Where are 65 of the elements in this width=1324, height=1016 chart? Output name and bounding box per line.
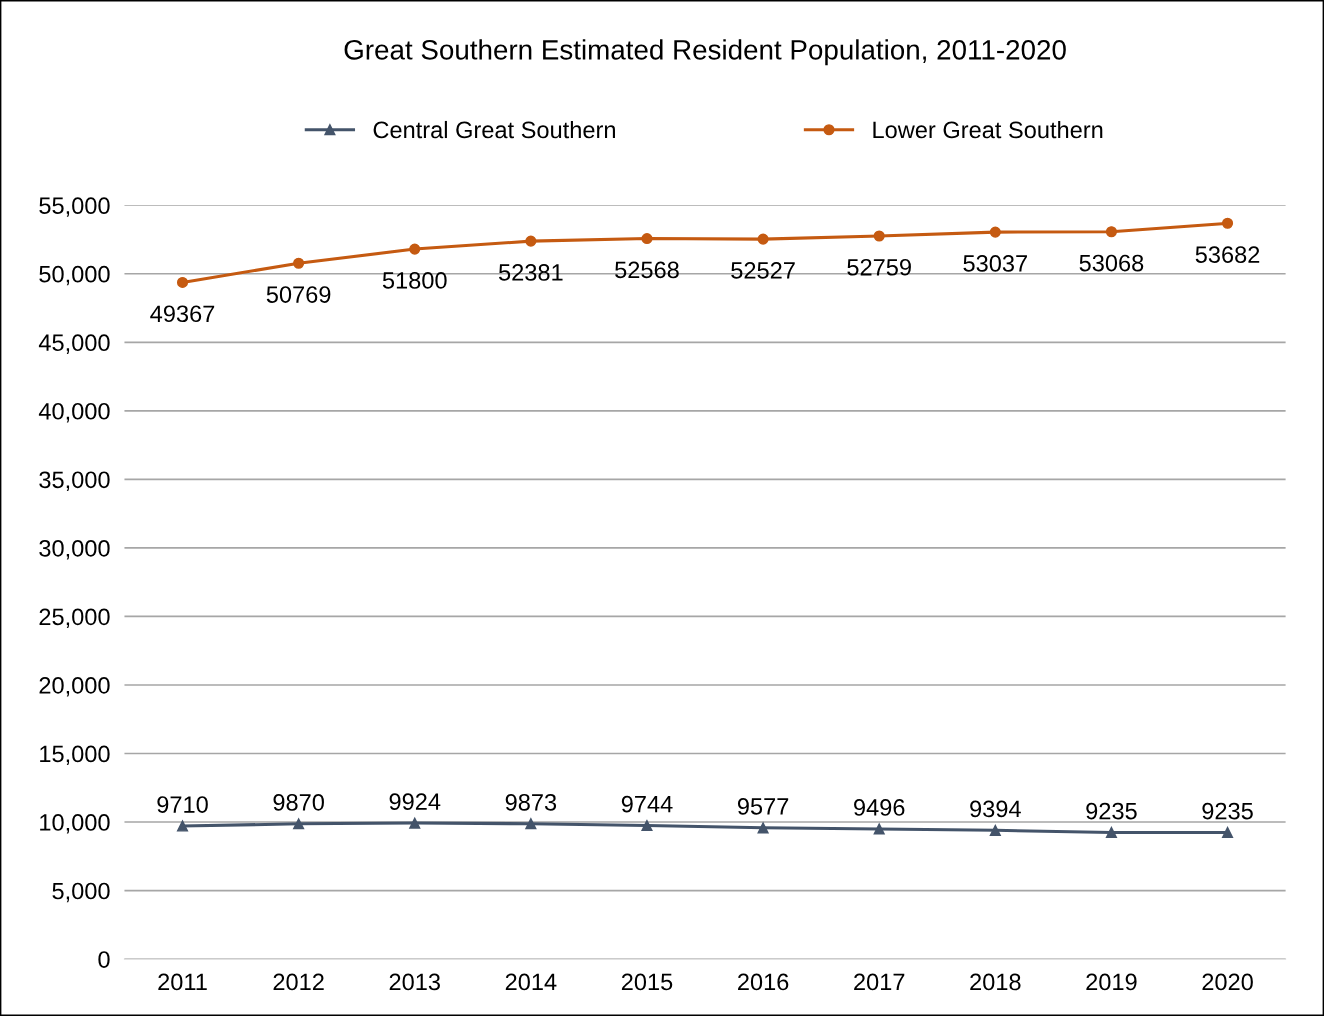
data-label: 9235 [1202,802,1253,820]
y-tick-label: 15,000 [40,745,110,766]
point [409,243,421,255]
point [176,820,189,832]
x-tick-label: 2016 [738,973,789,991]
point [989,824,1001,836]
point [176,276,189,288]
x-tick-label: 2018 [970,973,1021,991]
y-tick-label: 40,000 [38,402,110,423]
chart-title: Great Southern Estimated Resident Population, 2011-2020 [344,39,1066,66]
data-label: 9873 [505,793,557,811]
data-label: 9870 [273,793,324,811]
point [1105,226,1117,238]
data-label: 52759 [847,258,911,276]
y-tick-label: 45,000 [38,334,110,354]
point [525,235,537,247]
data-label: 9710 [157,796,208,813]
y-tick-label: 50,000 [39,265,110,286]
data-label: 50769 [266,286,331,303]
data-label: 52527 [731,262,795,279]
data-label: 9394 [970,800,1021,818]
point [989,226,1001,238]
data-label: 9924 [389,793,441,810]
point [757,233,769,245]
legend-label: Lower Great Southern [873,120,1103,139]
x-tick-label: 2020 [1202,973,1253,991]
x-tick-label: 2013 [389,973,440,991]
data-label: 49367 [150,305,215,323]
data-label: 9744 [621,795,673,813]
data-label: 52381 [498,264,563,281]
y-tick-label: 10,000 [40,814,110,834]
y-tick-label: 25,000 [39,608,110,629]
y-tick-label: 55,000 [39,197,110,217]
x-tick-label: 2012 [273,973,324,991]
data-label: 53068 [1079,254,1144,272]
point [293,257,305,269]
y-tick-label: 35,000 [39,471,110,491]
data-label: 52568 [615,261,679,279]
data-label: 9235 [1086,802,1137,820]
x-tick-label: 2015 [621,973,673,991]
point [873,230,885,242]
x-tick-label: 2011 [158,973,207,991]
point [409,817,421,829]
data-label: 53037 [963,255,1027,272]
point [1221,217,1234,229]
point [1221,826,1234,839]
y-tick-label: 20,000 [39,677,110,697]
data-label: 53682 [1195,246,1260,263]
point [641,233,653,245]
y-tick-label: 0 [98,951,110,968]
point [641,819,653,832]
data-label: 9577 [737,798,789,815]
point [757,822,769,834]
y-tick-label: 30,000 [39,539,110,560]
data-label: 51800 [382,272,447,289]
x-tick-label: 2017 [854,973,905,991]
point [525,818,537,830]
y-tick-label: 5,000 [52,882,110,903]
point [1105,826,1117,839]
x-tick-label: 2019 [1086,973,1137,991]
data-label: 9496 [854,799,905,816]
point [293,818,305,830]
point [873,823,885,835]
x-tick-label: 2014 [505,973,557,991]
legend-label: Central Great Southern [373,120,615,139]
